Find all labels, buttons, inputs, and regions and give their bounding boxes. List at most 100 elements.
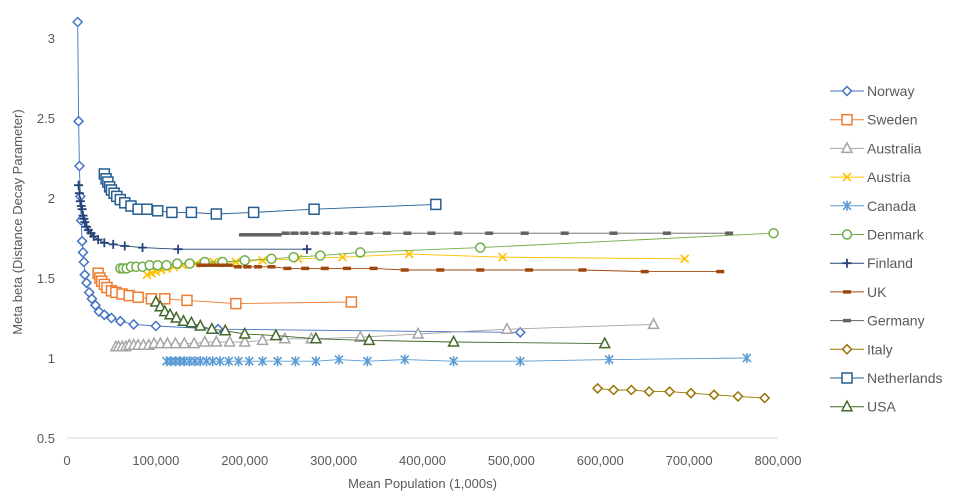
legend-label-uk: UK [867,284,887,300]
data-point-denmark [315,250,326,261]
data-point-netherlands [210,208,223,220]
data-point-sweden [159,293,171,305]
x-tick-label: 100,000 [132,453,179,468]
data-point-austria [497,252,508,262]
data-point-italy [643,386,655,398]
series-germany [238,231,734,237]
data-point-finland [74,180,84,190]
legend-label-germany: Germany [867,313,925,329]
data-point-netherlands [185,206,198,219]
legend-marker-italy [841,343,853,355]
data-point-australia [647,317,660,330]
data-point-finland [108,239,118,249]
data-point-canada [233,356,244,367]
legend-marker-austria [842,172,852,182]
x-tick-label: 200,000 [221,453,268,468]
data-point-australia [178,336,191,349]
y-tick-label: 1.5 [37,271,55,286]
y-tick-label: 3 [48,31,55,46]
data-point-denmark [768,227,779,239]
data-point-canada [604,354,614,365]
data-point-finland [99,238,109,248]
data-point-italy [685,387,697,399]
data-point-netherlands [308,203,320,215]
y-tick-label: 2 [48,191,55,206]
data-point-canada [334,354,344,365]
legend-label-italy: Italy [867,341,893,357]
data-point-netherlands [247,206,260,219]
data-point-denmark [161,259,172,271]
data-point-norway [114,315,126,327]
data-point-australia [198,334,211,347]
data-point-norway [212,323,224,335]
data-point-usa [170,310,183,323]
data-point-canada [742,353,752,363]
data-point-netherlands [430,198,442,211]
data-point-usa [185,315,198,328]
series-italy [592,382,771,404]
data-point-canada [273,356,283,367]
data-point-denmark [184,258,195,269]
data-point-canada [362,356,372,367]
legend-label-usa: USA [867,399,896,415]
legend-marker-netherlands [841,372,853,384]
y-tick-label: 0.5 [37,431,55,446]
series-denmark [115,227,779,274]
data-point-finland [120,241,130,251]
y-tick-label: 1 [48,351,55,366]
legend-item-norway: Norway [830,83,914,99]
data-point-australia [161,336,174,349]
data-point-canada [400,354,410,365]
legend-item-finland: Finland [830,255,913,271]
x-axis-title: Mean Population (1,000s) [348,476,497,491]
data-point-australia [210,334,223,347]
legend-item-italy: Italy [830,341,893,357]
data-point-australia [154,336,167,349]
data-point-finland [93,235,103,245]
legend-label-norway: Norway [867,83,914,99]
data-point-austria [337,252,348,262]
data-point-norway [77,246,89,258]
data-point-canada [224,356,234,367]
series-line-norway [77,21,521,333]
data-point-denmark [475,242,486,253]
legend-marker-australia [840,141,854,154]
data-point-italy [759,392,771,404]
x-tick-label: 300,000 [310,453,357,468]
data-point-italy [625,384,637,396]
series-australia [109,317,660,352]
data-point-australia [256,333,269,346]
series-sweden [92,267,358,310]
series-norway [72,16,526,338]
data-point-australia [187,336,201,349]
data-point-finland [173,244,183,254]
data-point-norway [76,235,88,247]
plot-area [72,16,779,404]
series-canada [161,353,752,367]
legend-label-austria: Austria [867,169,911,185]
legend-marker-sweden [841,113,853,126]
data-point-usa [177,314,190,326]
x-tick-label: 400,000 [399,453,446,468]
data-point-austria [257,255,268,265]
x-tick-label: 0 [63,453,70,468]
data-point-norway [128,318,140,330]
data-point-canada [215,356,225,367]
series-finland [74,180,312,254]
data-point-canada [208,356,218,367]
data-point-canada [244,356,254,367]
legend-label-australia: Australia [867,140,922,156]
data-point-netherlands [166,206,178,219]
data-point-denmark [288,251,299,263]
data-point-norway [105,312,117,324]
data-point-norway [79,269,91,281]
legend-label-sweden: Sweden [867,112,918,128]
legend-item-austria: Austria [830,169,911,185]
y-tick-label: 2.5 [37,111,55,126]
data-point-canada [449,356,459,367]
x-tick-label: 600,000 [577,453,624,468]
data-point-sweden [132,291,144,303]
data-point-usa [238,326,251,339]
data-point-finland [74,188,84,198]
